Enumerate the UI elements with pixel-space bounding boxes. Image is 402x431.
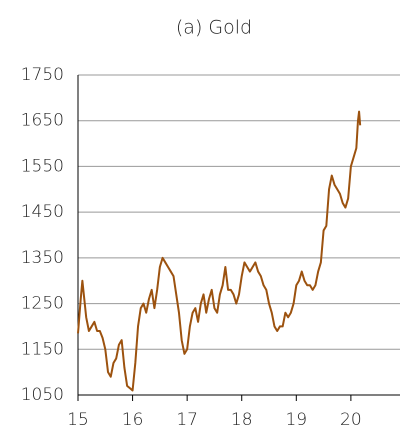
y-tick-label: 1350 — [21, 248, 64, 268]
y-tick-label: 1650 — [21, 111, 64, 131]
y-tick-label: 1550 — [21, 156, 64, 176]
chart-title: (a) Gold — [176, 17, 252, 39]
y-tick-label: 1050 — [21, 385, 64, 405]
y-tick-label: 1250 — [21, 294, 64, 314]
x-tick-label: 15 — [67, 410, 89, 430]
x-tick-label: 16 — [122, 410, 144, 430]
x-tick-label: 18 — [231, 410, 253, 430]
y-tick-label: 1750 — [21, 65, 64, 85]
price-line — [77, 110, 362, 392]
x-tick-label: 17 — [176, 410, 198, 430]
y-tick-label: 1150 — [21, 339, 64, 359]
x-tick-label: 19 — [285, 410, 307, 430]
y-tick-label: 1450 — [21, 202, 64, 222]
x-tick-label: 20 — [340, 410, 362, 430]
